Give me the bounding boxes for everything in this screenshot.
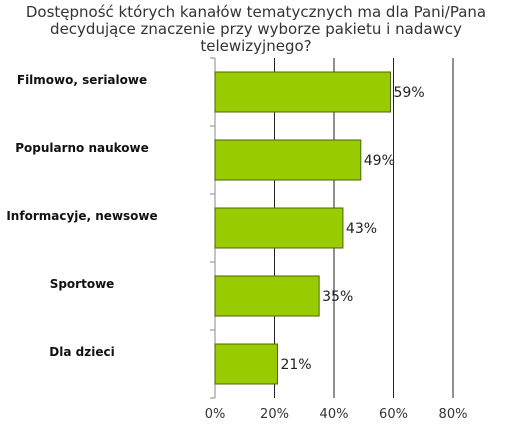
x-tick-label: 40% [320, 407, 349, 422]
bar [214, 139, 362, 181]
bar [214, 71, 392, 113]
value-label: 43% [346, 221, 377, 237]
category-label: Popularno naukowe [15, 141, 149, 155]
x-tick-label: 20% [260, 407, 289, 422]
category-label: Informacyje, newsowe [6, 209, 157, 223]
value-label: 49% [364, 153, 395, 169]
x-tick-label: 60% [379, 407, 408, 422]
bar [214, 207, 344, 249]
bar [214, 343, 278, 385]
value-label: 21% [280, 357, 311, 373]
chart-title: Dostępność których kanałów tematycznych … [25, 3, 487, 55]
x-tick-label: 80% [439, 407, 468, 422]
bar [214, 275, 320, 317]
x-axis-ticks: 0% 20% 40% 60% 80% [205, 407, 468, 422]
category-label: Filmowo, serialowe [17, 73, 147, 87]
x-tick-label: 0% [205, 407, 226, 422]
category-label: Sportowe [50, 277, 115, 291]
labels-layer: Filmowo, serialowe 59% Popularno naukowe 49… [6, 73, 424, 373]
category-label: Dla dzieci [49, 345, 114, 359]
bars-layer [214, 71, 392, 385]
value-label: 59% [394, 85, 425, 101]
value-label: 35% [322, 289, 353, 305]
